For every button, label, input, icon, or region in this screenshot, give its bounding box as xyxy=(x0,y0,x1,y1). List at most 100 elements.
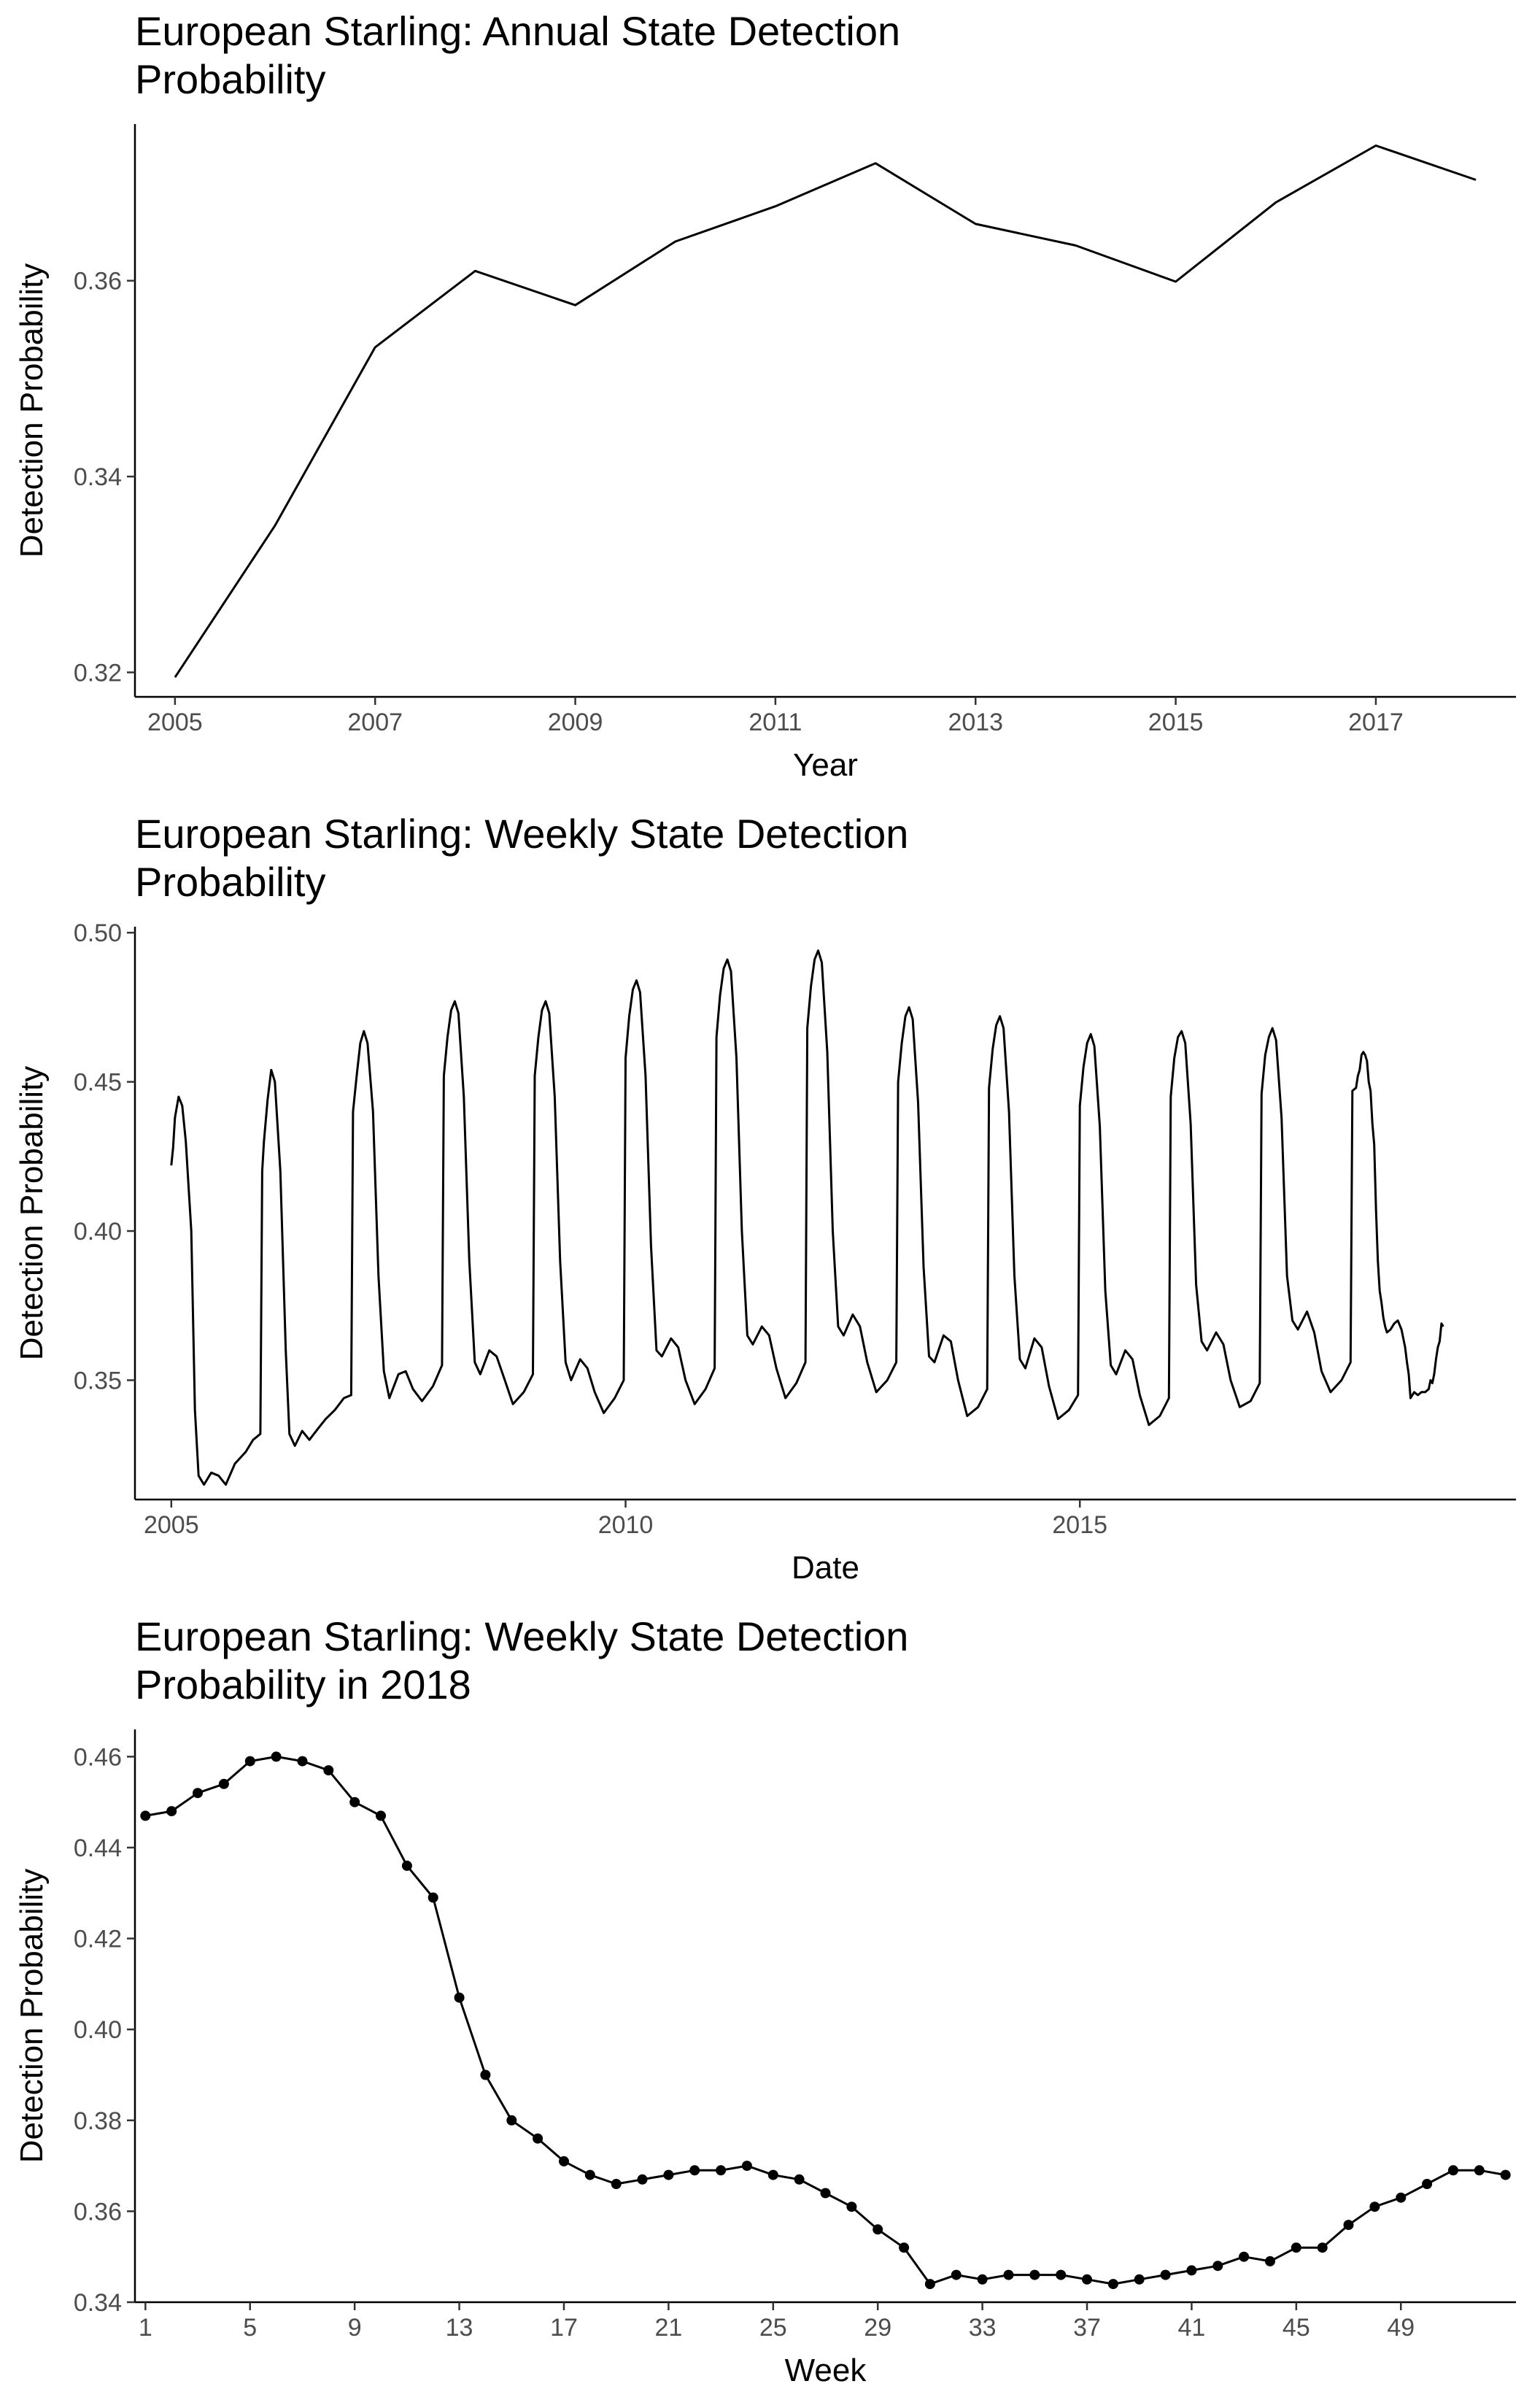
y-tick-label: 0.42 xyxy=(74,1926,122,1953)
data-point xyxy=(1134,2274,1145,2285)
data-point xyxy=(349,1797,360,1807)
y-tick-label: 0.45 xyxy=(74,1069,122,1097)
y-tick-label: 0.46 xyxy=(74,1743,122,1771)
data-point xyxy=(401,1860,412,1871)
data-point xyxy=(1160,2269,1171,2280)
data-point xyxy=(1317,2242,1328,2253)
y-tick-label: 0.32 xyxy=(74,659,122,687)
y-tick-label: 0.44 xyxy=(74,1834,122,1862)
data-point xyxy=(1212,2261,1223,2272)
chart-title: European Starling: Weekly State Detectio… xyxy=(135,810,908,906)
x-tick-label: 5 xyxy=(243,2314,257,2342)
data-point xyxy=(140,1810,151,1821)
data-point xyxy=(297,1756,308,1767)
x-tick-label: 2013 xyxy=(948,709,1003,736)
y-tick-label: 0.40 xyxy=(74,1218,122,1246)
x-tick-label: 2005 xyxy=(144,1511,199,1539)
data-point xyxy=(454,1992,465,2003)
x-tick-label: 29 xyxy=(864,2314,891,2342)
x-tick-label: 2010 xyxy=(598,1511,654,1539)
x-axis-label: Year xyxy=(793,747,858,783)
x-tick-label: 41 xyxy=(1178,2314,1206,2342)
x-tick-label: 2005 xyxy=(147,709,203,736)
weekly-detection-plot: 2005 2010 2015 0.35 0.40 0.45 0.50 Date Detectio… xyxy=(14,919,1516,1586)
data-point xyxy=(846,2201,857,2212)
weekly-2018-detection-chart: European Starling: Weekly State Detectio… xyxy=(0,1605,1532,2408)
x-tick-label: 17 xyxy=(550,2314,578,2342)
weekly-2018-detection-plot: 1 5 9 13 17 21 25 29 33 37 41 45 49 0.34 0.36 0.38 0.40 0… xyxy=(14,1729,1516,2388)
data-point xyxy=(323,1765,334,1776)
series-line xyxy=(174,144,1477,679)
series-line xyxy=(170,949,1444,1486)
chart-title: European Starling: Weekly State Detectio… xyxy=(135,1613,908,1709)
x-tick-label: 2011 xyxy=(748,709,802,736)
data-point xyxy=(1003,2269,1014,2280)
chart-title-line: European Starling: Weekly State Detectio… xyxy=(135,811,909,857)
data-point xyxy=(559,2156,569,2166)
annual-detection-chart: European Starling: Annual State Detectio… xyxy=(0,0,1532,803)
data-point xyxy=(584,2169,595,2180)
data-point xyxy=(951,2269,962,2280)
y-tick-label: 0.38 xyxy=(74,2107,122,2135)
x-tick-label: 45 xyxy=(1283,2314,1310,2342)
y-tick-label: 0.35 xyxy=(74,1367,122,1394)
data-point xyxy=(428,1892,438,1903)
data-point xyxy=(637,2174,648,2185)
data-point xyxy=(1343,2220,1354,2231)
x-axis-label: Date xyxy=(792,1550,859,1586)
y-tick-label: 0.34 xyxy=(74,2289,122,2317)
data-point xyxy=(1029,2269,1040,2280)
x-tick-label: 2017 xyxy=(1348,709,1404,736)
data-point xyxy=(166,1806,177,1817)
data-point xyxy=(271,1751,282,1762)
data-point xyxy=(873,2224,883,2235)
data-point xyxy=(193,1788,203,1799)
y-tick-label: 0.34 xyxy=(74,463,122,491)
y-tick-label: 0.36 xyxy=(74,2198,122,2226)
y-tick-label: 0.40 xyxy=(74,2016,122,2044)
x-tick-label: 2007 xyxy=(347,709,403,736)
x-tick-label: 33 xyxy=(969,2314,997,2342)
data-point xyxy=(1082,2274,1092,2285)
chart-title-line: European Starling: Annual State Detectio… xyxy=(135,8,901,54)
data-point xyxy=(1056,2269,1067,2280)
x-tick-label: 49 xyxy=(1387,2314,1415,2342)
series-line xyxy=(145,1755,1506,2285)
data-point xyxy=(741,2161,752,2172)
data-point xyxy=(689,2165,700,2176)
y-axis-label: Detection Probability xyxy=(14,1869,50,2164)
chart-title-line: European Starling: Weekly State Detectio… xyxy=(135,1613,909,1659)
x-tick-label: 13 xyxy=(446,2314,473,2342)
data-point xyxy=(244,1756,255,1767)
data-point xyxy=(767,2169,778,2180)
weekly-detection-chart: European Starling: Weekly State Detectio… xyxy=(0,803,1532,1605)
data-point xyxy=(480,2069,491,2080)
data-point xyxy=(1448,2165,1458,2176)
data-point xyxy=(924,2279,935,2290)
data-point xyxy=(663,2169,674,2180)
annual-detection-plot: 2005 2007 2009 2011 2013 2015 2017 0.32 0.34 0.36… xyxy=(14,124,1516,783)
chart-title: European Starling: Annual State Detectio… xyxy=(135,7,900,104)
y-axis-label: Detection Probability xyxy=(14,263,50,558)
data-point xyxy=(1291,2242,1301,2253)
data-point xyxy=(1369,2201,1380,2212)
chart-title-line: Probability in 2018 xyxy=(135,1662,471,1707)
x-tick-label: 9 xyxy=(348,2314,362,2342)
data-point xyxy=(611,2179,622,2189)
data-point xyxy=(820,2188,831,2199)
data-point xyxy=(1422,2179,1433,2189)
data-point xyxy=(218,1778,229,1789)
x-tick-label: 2015 xyxy=(1148,709,1204,736)
data-point xyxy=(1265,2255,1275,2266)
data-point xyxy=(1186,2265,1197,2276)
data-point xyxy=(533,2133,543,2144)
x-tick-label: 37 xyxy=(1073,2314,1101,2342)
x-tick-label: 2015 xyxy=(1052,1511,1107,1539)
data-point xyxy=(977,2274,988,2285)
data-point xyxy=(1396,2192,1407,2203)
x-axis-label: Week xyxy=(785,2353,867,2388)
y-tick-label: 0.36 xyxy=(74,268,122,296)
chart-title-line: Probability xyxy=(135,56,326,102)
data-point xyxy=(1474,2165,1485,2176)
data-point xyxy=(899,2242,910,2253)
